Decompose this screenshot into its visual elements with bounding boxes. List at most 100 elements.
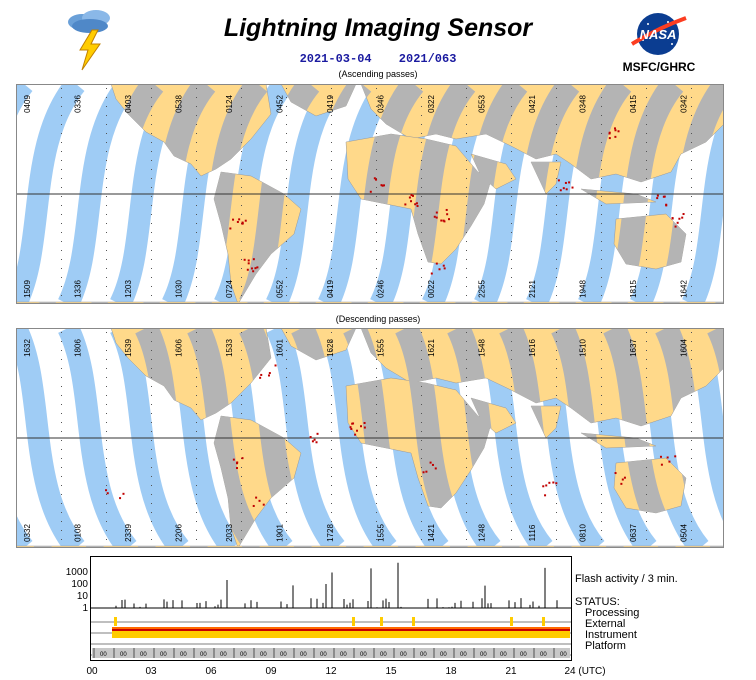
desc-bottom-time: 1901 — [276, 524, 285, 542]
desc-grid-dot — [331, 431, 332, 432]
asc-lightning-flash — [571, 186, 574, 189]
desc-grid-dot — [331, 422, 332, 423]
desc-bottom-time: 1248 — [478, 524, 487, 542]
desc-top-time: 1548 — [478, 339, 487, 357]
desc-grid-dot — [601, 485, 602, 486]
desc-grid-dot — [646, 512, 647, 513]
asc-grid-dot — [331, 151, 332, 152]
desc-grid-dot — [421, 530, 422, 531]
asc-grid-dot — [331, 205, 332, 206]
desc-grid-dot — [421, 449, 422, 450]
desc-grid-dot — [601, 350, 602, 351]
desc-grid-dot — [106, 332, 107, 333]
desc-grid-dot — [61, 377, 62, 378]
desc-grid-dot — [646, 395, 647, 396]
platform-mark: 00 — [500, 652, 507, 658]
platform-mark: 00 — [200, 652, 207, 658]
desc-grid-dot — [151, 368, 152, 369]
desc-grid-dot — [556, 512, 557, 513]
asc-grid-dot — [511, 250, 512, 251]
desc-grid-dot — [421, 404, 422, 405]
asc-grid-dot — [61, 259, 62, 260]
desc-grid-dot — [466, 332, 467, 333]
status-instrument: Instrument — [585, 629, 637, 641]
desc-grid-dot — [691, 431, 692, 432]
desc-grid-dot — [241, 368, 242, 369]
asc-grid-dot — [196, 241, 197, 242]
desc-grid-dot — [61, 422, 62, 423]
desc-grid-dot — [376, 386, 377, 387]
asc-lightning-flash — [564, 181, 567, 184]
asc-grid-dot — [601, 250, 602, 251]
desc-grid-dot — [376, 359, 377, 360]
asc-grid-dot — [376, 133, 377, 134]
desc-grid-dot — [241, 440, 242, 441]
asc-grid-dot — [241, 241, 242, 242]
asc-lightning-flash — [414, 203, 417, 206]
asc-grid-dot — [421, 160, 422, 161]
status-external: External — [585, 618, 626, 630]
desc-grid-dot — [556, 386, 557, 387]
asc-lightning-flash — [676, 221, 679, 224]
desc-grid-dot — [106, 476, 107, 477]
desc-top-time: 1628 — [326, 339, 335, 357]
asc-grid-dot — [421, 223, 422, 224]
desc-grid-dot — [106, 458, 107, 459]
desc-grid-dot — [376, 521, 377, 522]
asc-grid-dot — [106, 196, 107, 197]
desc-top-time: 1539 — [124, 339, 133, 357]
desc-grid-dot — [556, 395, 557, 396]
asc-grid-dot — [646, 88, 647, 89]
desc-grid-dot — [151, 332, 152, 333]
desc-top-time: 1555 — [377, 339, 386, 357]
desc-grid-dot — [61, 530, 62, 531]
desc-grid-dot — [646, 368, 647, 369]
desc-top-time: 1606 — [175, 339, 184, 357]
desc-lightning-flash — [311, 440, 314, 443]
asc-grid-dot — [106, 295, 107, 296]
asc-grid-dot — [466, 124, 467, 125]
desc-grid-dot — [196, 359, 197, 360]
x-unit: (UTC) — [578, 666, 606, 677]
asc-bottom-time: 1203 — [124, 280, 133, 298]
asc-grid-dot — [556, 223, 557, 224]
desc-lightning-flash — [356, 429, 359, 432]
platform-mark: 00 — [120, 652, 127, 658]
desc-lightning-flash — [548, 481, 551, 484]
asc-grid-dot — [151, 124, 152, 125]
desc-bottom-time: 1555 — [377, 524, 386, 542]
asc-grid-dot — [61, 277, 62, 278]
desc-grid-dot — [556, 467, 557, 468]
desc-grid-dot — [556, 341, 557, 342]
desc-lightning-flash — [555, 482, 558, 485]
asc-grid-dot — [286, 286, 287, 287]
desc-grid-dot — [151, 404, 152, 405]
desc-grid-dot — [466, 476, 467, 477]
asc-grid-dot — [286, 214, 287, 215]
desc-grid-dot — [196, 386, 197, 387]
asc-grid-dot — [286, 259, 287, 260]
asc-grid-dot — [241, 142, 242, 143]
desc-grid-dot — [421, 440, 422, 441]
asc-grid-dot — [151, 169, 152, 170]
desc-lightning-flash — [267, 374, 270, 377]
x-tick-00: 00 — [86, 666, 98, 677]
asc-grid-dot — [691, 187, 692, 188]
asc-grid-dot — [106, 277, 107, 278]
asc-grid-dot — [466, 160, 467, 161]
asc-grid-dot — [286, 142, 287, 143]
asc-grid-dot — [691, 133, 692, 134]
asc-grid-dot — [61, 97, 62, 98]
asc-grid-dot — [61, 151, 62, 152]
asc-grid-dot — [376, 232, 377, 233]
asc-top-time: 0336 — [74, 95, 83, 113]
asc-grid-dot — [646, 115, 647, 116]
asc-grid-dot — [601, 133, 602, 134]
desc-grid-dot — [556, 377, 557, 378]
asc-lightning-flash — [681, 216, 684, 219]
desc-grid-dot — [331, 359, 332, 360]
desc-lightning-flash — [422, 471, 425, 474]
desc-grid-dot — [511, 494, 512, 495]
asc-lightning-flash — [438, 268, 441, 271]
desc-lightning-flash — [106, 492, 109, 495]
